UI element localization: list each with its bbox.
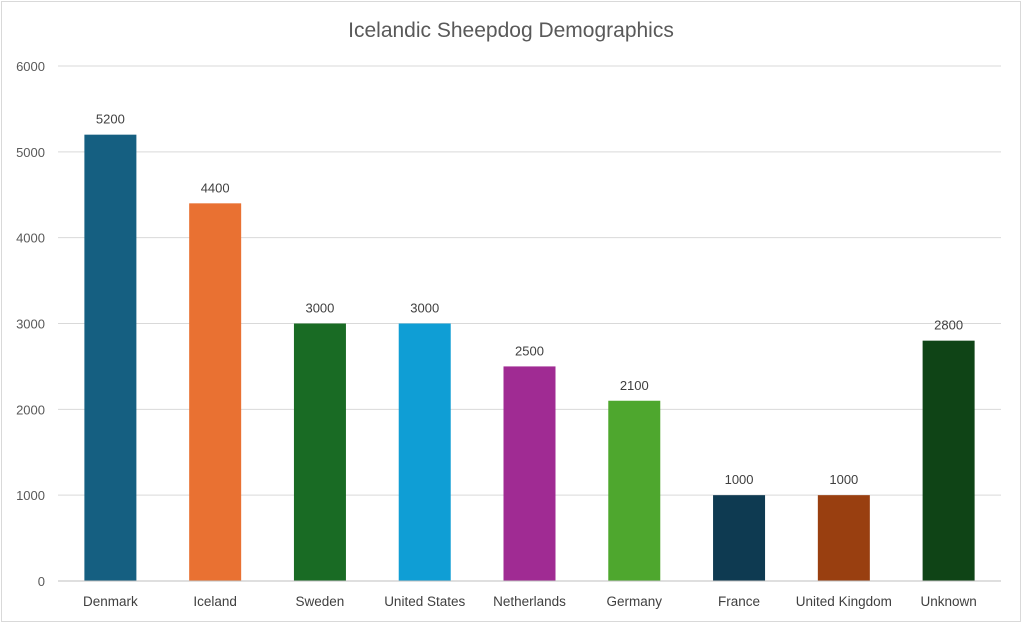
y-tick-label: 2000	[16, 402, 45, 417]
bar-iceland	[189, 203, 242, 582]
bar-germany	[608, 400, 661, 581]
bar-denmark	[84, 134, 137, 581]
x-tick-label: France	[718, 594, 760, 609]
bar-netherlands	[503, 366, 556, 581]
x-tick-label: Sweden	[296, 594, 345, 609]
x-tick-label: Unknown	[920, 594, 976, 609]
data-label: 3000	[410, 301, 439, 316]
x-tick-label: Iceland	[193, 594, 237, 609]
x-tick-label: Netherlands	[493, 594, 566, 609]
data-label: 1000	[725, 472, 754, 487]
x-tick-label: United Kingdom	[796, 594, 892, 609]
y-tick-label: 3000	[16, 317, 45, 332]
x-tick-label: Denmark	[83, 594, 138, 609]
data-label: 4400	[201, 180, 230, 195]
data-label: 1000	[829, 472, 858, 487]
x-tick-label: Germany	[607, 594, 663, 609]
bar-united-states	[398, 323, 451, 581]
data-label: 2100	[620, 378, 649, 393]
x-tick-label: United States	[384, 594, 465, 609]
data-labels: 5200 4400 3000 3000 2500 2100 1000 1000 2800	[96, 112, 963, 487]
chart-title: Icelandic Sheepdog Demographics	[348, 19, 674, 42]
data-label: 3000	[305, 301, 334, 316]
bar-sweden	[293, 323, 346, 581]
bar-united-kingdom	[817, 495, 870, 581]
y-tick-label: 5000	[16, 145, 45, 160]
y-axis-ticks: 0 1000 2000 3000 4000 5000 6000	[16, 59, 45, 589]
x-axis-ticks: Denmark Iceland Sweden United States Netherl…	[83, 594, 977, 609]
y-tick-label: 1000	[16, 488, 45, 503]
y-tick-label: 0	[38, 574, 45, 589]
bar-france	[713, 495, 766, 581]
data-label: 2500	[515, 343, 544, 358]
y-tick-label: 4000	[16, 231, 45, 246]
data-label: 2800	[934, 318, 963, 333]
bars	[84, 134, 975, 582]
data-label: 5200	[96, 112, 125, 127]
y-tick-label: 6000	[16, 59, 45, 74]
bar-unknown	[922, 340, 975, 581]
